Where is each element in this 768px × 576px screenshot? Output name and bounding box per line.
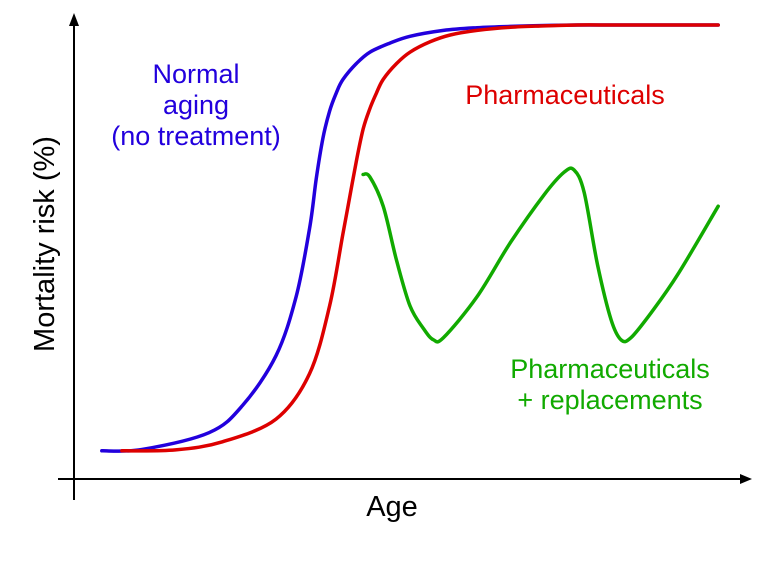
series-label-pharmaceuticals-replacements: Pharmaceuticals + replacements	[510, 354, 710, 415]
y-axis-arrow	[69, 13, 79, 26]
series-line-pharmaceuticals	[120, 23, 720, 453]
series-line-pharmaceuticals-replacements	[361, 166, 720, 344]
series-label-line: (no treatment)	[111, 121, 281, 151]
series-label-line: Pharmaceuticals	[510, 354, 710, 384]
y-axis-title: Mortality risk (%)	[29, 136, 61, 352]
series-label-line: + replacements	[517, 385, 702, 415]
series-label-line: aging	[163, 90, 229, 120]
series-label-normal-aging: Normal aging (no treatment)	[111, 59, 281, 151]
x-axis-arrow	[740, 474, 752, 484]
series-label-line: Pharmaceuticals	[465, 80, 665, 110]
x-axis-title: Age	[366, 491, 418, 523]
series-label-pharmaceuticals: Pharmaceuticals	[465, 80, 665, 110]
series-label-line: Normal	[152, 59, 239, 89]
series-group	[100, 23, 720, 453]
